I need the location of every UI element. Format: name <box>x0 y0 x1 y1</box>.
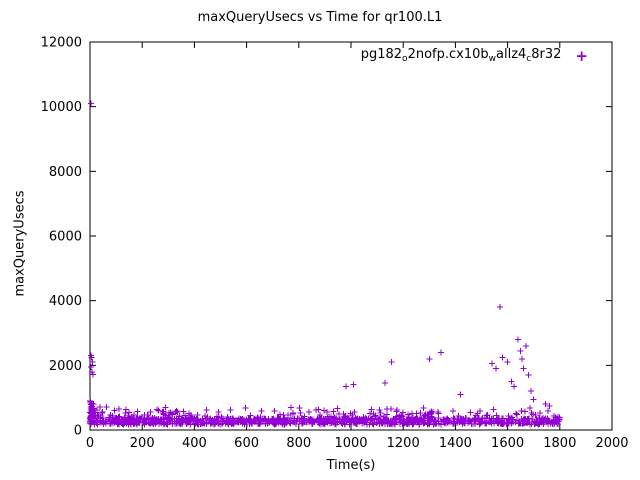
x-axis-tick-label: 1600 <box>491 436 524 451</box>
legend: pg182o2nofp.cx10bwallz4c8r32 + <box>361 47 588 64</box>
legend-label-part: pg182 <box>360 47 403 62</box>
plot-area-border <box>89 41 613 431</box>
x-axis-tick-label: 2000 <box>595 436 628 451</box>
legend-label-part: 8r32 <box>531 47 562 62</box>
y-axis-tick-label: 6000 <box>49 230 82 245</box>
x-axis-tick-label: 0 <box>86 436 94 451</box>
legend-label-subscript: o <box>402 54 408 64</box>
y-axis-tick-label: 2000 <box>49 359 82 374</box>
legend-label-part: 2nofp.cx10b <box>407 47 489 62</box>
x-axis-tick-label: 1800 <box>543 436 576 451</box>
legend-marker-icon: + <box>575 46 588 65</box>
legend-label: pg182o2nofp.cx10bwallz4c8r32 <box>361 47 562 64</box>
y-axis-tick-label: 4000 <box>49 294 82 309</box>
x-axis-tick-label: 200 <box>130 436 155 451</box>
y-axis-tick-label: 10000 <box>41 100 82 115</box>
legend-label-subscript: c <box>526 54 532 64</box>
axis-ticks <box>89 41 613 431</box>
x-axis-tick-label: 400 <box>182 436 207 451</box>
x-axis-tick-label: 600 <box>234 436 259 451</box>
x-axis-tick-label: 1000 <box>334 436 367 451</box>
x-axis-tick-label: 1200 <box>387 436 420 451</box>
chart-title: maxQueryUsecs vs Time for qr100.L1 <box>197 10 443 25</box>
legend-label-subscript: w <box>488 54 496 64</box>
y-axis-tick-label: 12000 <box>41 36 82 51</box>
legend-label-part: allz4 <box>496 47 527 62</box>
y-axis-tick-label: 0 <box>74 424 82 439</box>
x-axis-label: Time(s) <box>326 458 376 473</box>
x-axis-tick-label: 800 <box>286 436 311 451</box>
x-axis-tick-label: 1400 <box>439 436 472 451</box>
scatter-points <box>87 100 563 428</box>
y-axis-tick-label: 8000 <box>49 165 82 180</box>
